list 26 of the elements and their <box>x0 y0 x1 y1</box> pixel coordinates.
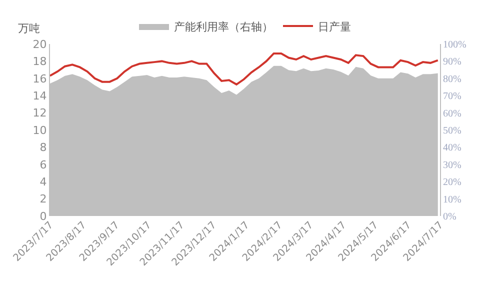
y-tick-label: 14 <box>32 89 47 102</box>
y-tick-label: 8 <box>40 141 47 154</box>
line-series <box>50 52 439 86</box>
y2-tick-label: 100% <box>443 40 466 50</box>
y2-tick-label: 30% <box>443 160 462 171</box>
y2-tick-label: 80% <box>443 74 462 85</box>
y2-tick-label: 70% <box>443 91 462 102</box>
y2-tick-label: 90% <box>443 56 462 68</box>
y2-tick-label: 40% <box>443 142 462 154</box>
y-tick-label: 20 <box>32 38 47 51</box>
y-tick-label: 6 <box>40 158 47 172</box>
y2-tick-label: 20% <box>443 177 462 188</box>
legend-label: 产能利用率（右轴） <box>174 20 273 34</box>
y-tick-label: 4 <box>40 175 47 188</box>
y2-tick-label: 10% <box>443 194 462 206</box>
y2-tick-label: 0% <box>443 212 456 222</box>
y-tick-label: 16 <box>32 72 47 86</box>
y-tick-label: 0 <box>40 210 47 223</box>
y-tick-label: 18 <box>32 55 47 68</box>
y-tick-label: 10 <box>32 124 47 137</box>
y-tick-label: 12 <box>32 106 47 120</box>
y2-tick-label: 60% <box>443 108 462 120</box>
y2-tick-label: 50% <box>443 126 462 136</box>
y-axis-title: 万吨 <box>18 22 40 35</box>
y-tick-label: 2 <box>40 192 47 206</box>
legend-label: 日产量 <box>318 20 351 34</box>
